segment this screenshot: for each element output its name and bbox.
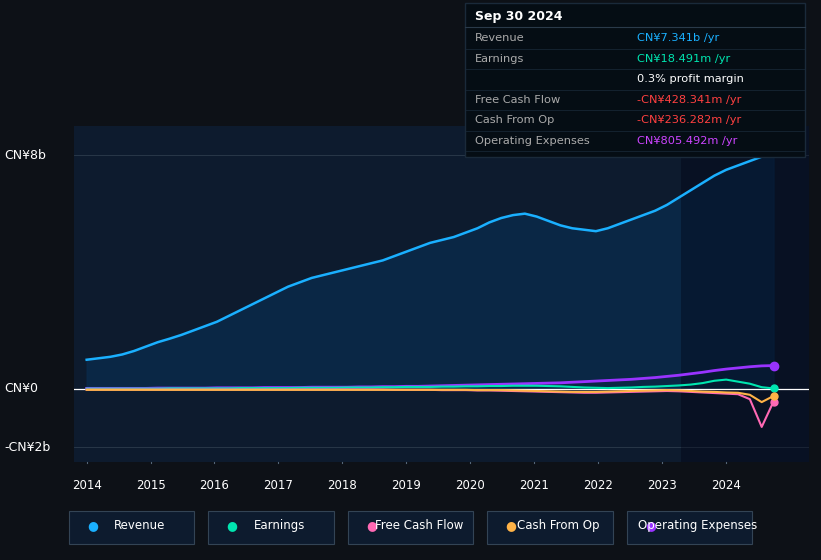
Text: Revenue: Revenue: [475, 33, 524, 43]
Text: ●: ●: [366, 519, 377, 532]
Text: CN¥8b: CN¥8b: [4, 149, 46, 162]
Text: 2018: 2018: [328, 479, 357, 492]
Text: 2016: 2016: [200, 479, 229, 492]
Text: ●: ●: [87, 519, 98, 532]
Text: -CN¥2b: -CN¥2b: [4, 441, 50, 454]
Text: CN¥18.491m /yr: CN¥18.491m /yr: [637, 54, 731, 64]
Text: Cash From Op: Cash From Op: [517, 519, 599, 532]
Text: Cash From Op: Cash From Op: [475, 115, 554, 125]
Text: Free Cash Flow: Free Cash Flow: [475, 95, 560, 105]
Text: Operating Expenses: Operating Expenses: [475, 136, 589, 146]
Text: CN¥805.492m /yr: CN¥805.492m /yr: [637, 136, 737, 146]
Text: 2020: 2020: [455, 479, 485, 492]
Text: ●: ●: [506, 519, 516, 532]
Text: Operating Expenses: Operating Expenses: [638, 519, 758, 532]
Text: Revenue: Revenue: [114, 519, 165, 532]
Text: 2022: 2022: [583, 479, 612, 492]
Bar: [681, 126, 821, 462]
Text: -CN¥428.341m /yr: -CN¥428.341m /yr: [637, 95, 741, 105]
Text: 2024: 2024: [711, 479, 741, 492]
Text: Earnings: Earnings: [254, 519, 305, 532]
Text: 2023: 2023: [647, 479, 677, 492]
Text: Earnings: Earnings: [475, 54, 524, 64]
Text: Sep 30 2024: Sep 30 2024: [475, 10, 562, 22]
Text: CN¥0: CN¥0: [4, 382, 38, 395]
Text: Free Cash Flow: Free Cash Flow: [374, 519, 463, 532]
Text: 2021: 2021: [519, 479, 549, 492]
Text: CN¥7.341b /yr: CN¥7.341b /yr: [637, 33, 719, 43]
Text: 2019: 2019: [392, 479, 421, 492]
Text: 2014: 2014: [71, 479, 102, 492]
Text: ●: ●: [645, 519, 656, 532]
Text: -CN¥236.282m /yr: -CN¥236.282m /yr: [637, 115, 741, 125]
Text: 2015: 2015: [135, 479, 166, 492]
Text: 2017: 2017: [264, 479, 293, 492]
Text: 0.3% profit margin: 0.3% profit margin: [637, 74, 744, 85]
Text: ●: ●: [227, 519, 237, 532]
